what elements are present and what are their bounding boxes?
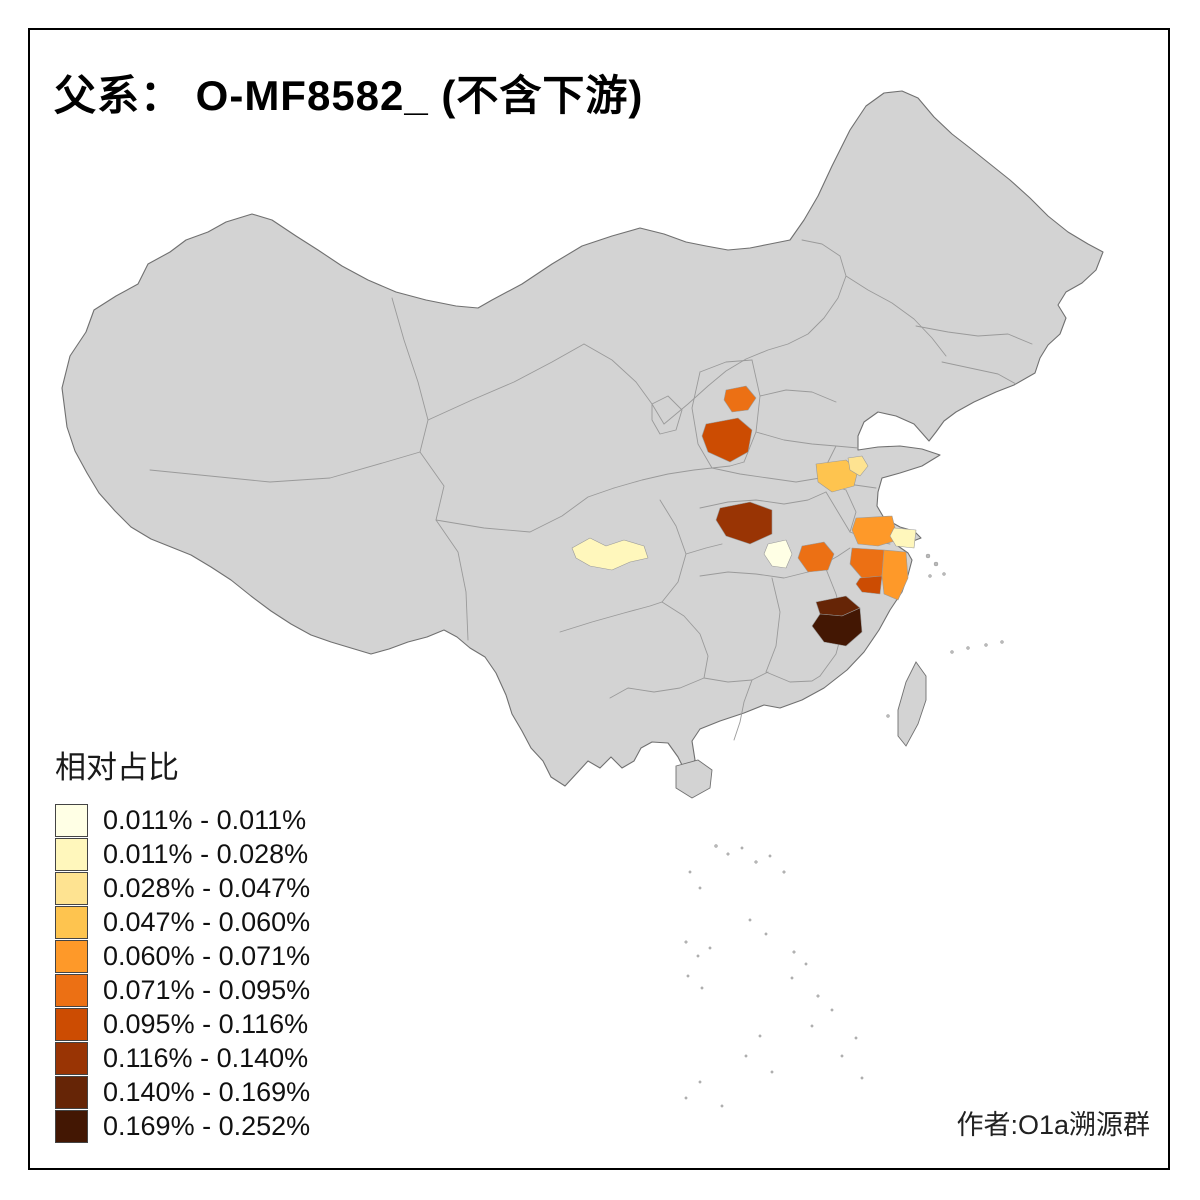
- region-patch: [811, 607, 863, 647]
- legend-row: 0.140% - 0.169%: [55, 1075, 310, 1109]
- region-patch: [797, 541, 835, 573]
- attribution: 作者:O1a溯源群: [956, 1110, 1150, 1140]
- legend-rows: 0.011% - 0.011% 0.011% - 0.028% 0.028% - 0…: [55, 803, 310, 1143]
- legend-row: 0.095% - 0.116%: [55, 1007, 310, 1041]
- legend-label: 0.011% - 0.028%: [103, 838, 309, 869]
- legend-row: 0.060% - 0.071%: [55, 939, 310, 973]
- legend-row: 0.047% - 0.060%: [55, 905, 310, 939]
- region-patch: [715, 501, 773, 545]
- legend-swatch: [55, 837, 88, 871]
- legend-label: 0.169% - 0.252%: [103, 1110, 311, 1141]
- region-patch: [847, 455, 869, 477]
- mainland-outline: [61, 90, 1104, 787]
- legend-label: 0.047% - 0.060%: [103, 906, 311, 937]
- taiwan-island: [897, 661, 927, 747]
- region-patch: [571, 537, 649, 571]
- legend-label: 0.071% - 0.095%: [103, 974, 311, 1005]
- legend-label: 0.116% - 0.140%: [103, 1042, 309, 1073]
- legend-label: 0.140% - 0.169%: [103, 1076, 311, 1107]
- legend-label: 0.028% - 0.047%: [103, 872, 311, 903]
- highlighted-regions: [571, 385, 917, 647]
- legend-label: 0.095% - 0.116%: [103, 1008, 309, 1039]
- legend-swatch: [55, 1109, 88, 1143]
- legend-swatch: [55, 1041, 88, 1075]
- region-patch: [723, 385, 757, 413]
- hainan-island: [675, 759, 713, 799]
- islands: [675, 553, 1004, 1108]
- legend-row: 0.169% - 0.252%: [55, 1109, 310, 1143]
- legend-swatch: [55, 939, 88, 973]
- legend-row: 0.116% - 0.140%: [55, 1041, 310, 1075]
- legend-row: 0.028% - 0.047%: [55, 871, 310, 905]
- legend-label: 0.060% - 0.071%: [103, 940, 311, 971]
- region-patch: [815, 459, 859, 493]
- map-title: 父系： O-MF8582_ (不含下游): [54, 72, 644, 119]
- region-patch: [851, 515, 899, 547]
- legend-swatch: [55, 1007, 88, 1041]
- legend-row: 0.071% - 0.095%: [55, 973, 310, 1007]
- legend: 相对占比 0.011% - 0.011% 0.011% - 0.028% 0.028…: [55, 742, 310, 1143]
- legend-swatch: [55, 871, 88, 905]
- legend-swatch: [55, 905, 88, 939]
- legend-swatch: [55, 973, 88, 1007]
- legend-swatch: [55, 1075, 88, 1109]
- legend-label: 0.011% - 0.011%: [103, 804, 307, 835]
- legend-swatch: [55, 803, 88, 837]
- region-patch: [881, 549, 909, 601]
- legend-title: 相对占比: [55, 750, 179, 785]
- province-borders: [149, 239, 1033, 741]
- small-islands: [684, 553, 1004, 1108]
- legend-row: 0.011% - 0.028%: [55, 837, 310, 871]
- legend-row: 0.011% - 0.011%: [55, 803, 310, 837]
- region-patch: [763, 539, 793, 569]
- region-patch: [701, 417, 753, 463]
- region-patch: [889, 527, 917, 549]
- region-patch: [855, 575, 883, 595]
